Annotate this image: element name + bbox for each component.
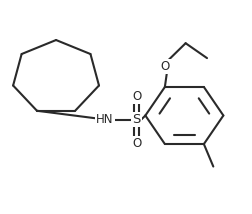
Text: O: O <box>160 60 169 73</box>
Text: O: O <box>131 137 141 150</box>
Text: O: O <box>131 90 141 103</box>
Text: HN: HN <box>96 113 113 126</box>
Text: S: S <box>132 113 140 126</box>
